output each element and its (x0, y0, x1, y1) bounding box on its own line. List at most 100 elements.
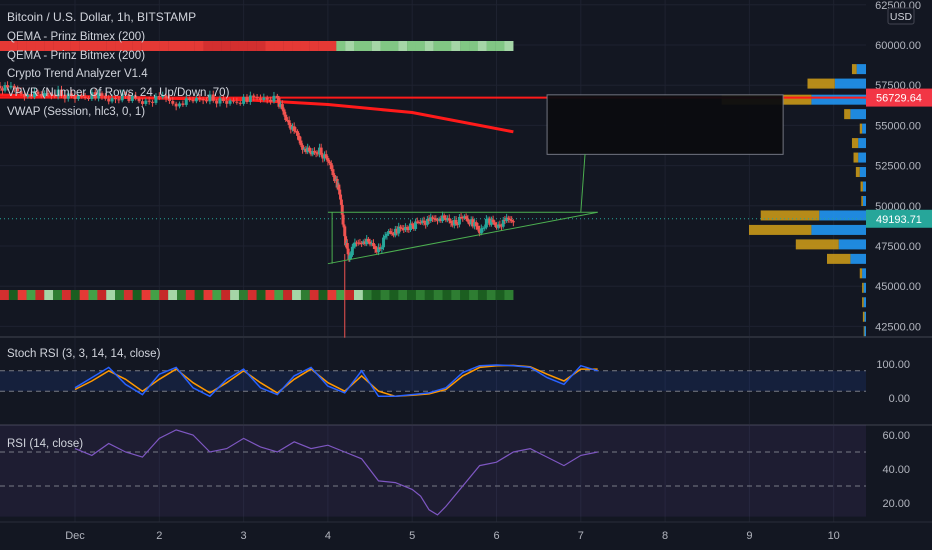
candle[interactable] (335, 179, 339, 188)
level-price-tag[interactable] (866, 88, 932, 107)
candle[interactable] (500, 225, 504, 227)
candle[interactable] (495, 225, 498, 228)
candle[interactable] (211, 94, 215, 101)
candle[interactable] (469, 219, 473, 225)
candle[interactable] (355, 242, 359, 244)
candle[interactable] (279, 104, 283, 107)
candle[interactable] (331, 169, 335, 176)
candle[interactable] (113, 98, 117, 100)
candle[interactable] (326, 157, 330, 162)
candle[interactable] (154, 96, 158, 103)
candle[interactable] (498, 224, 502, 226)
candle[interactable] (191, 99, 195, 102)
candle[interactable] (49, 94, 53, 96)
candle[interactable] (456, 223, 460, 225)
triangle-lower-line[interactable] (327, 211, 598, 265)
candle[interactable] (225, 101, 229, 104)
candle[interactable] (171, 100, 175, 104)
drawings-layer[interactable] (327, 94, 784, 265)
candle[interactable] (157, 96, 161, 98)
candle[interactable] (151, 101, 155, 103)
candle[interactable] (422, 220, 426, 223)
candle[interactable] (324, 154, 328, 158)
candle[interactable] (43, 93, 47, 97)
candle[interactable] (439, 218, 443, 221)
candle[interactable] (405, 227, 409, 229)
candle[interactable] (328, 161, 332, 164)
projection-connector[interactable] (580, 154, 586, 213)
time-axis[interactable]: Dec 2 3 4 5 6 7 8 9 10 (65, 530, 840, 542)
candle[interactable] (117, 99, 121, 101)
candle[interactable] (452, 219, 456, 226)
candle[interactable] (353, 242, 357, 247)
candle[interactable] (343, 226, 347, 237)
candle[interactable] (309, 150, 313, 155)
candle[interactable] (76, 95, 80, 99)
candle[interactable] (496, 224, 500, 228)
candle[interactable] (457, 216, 461, 225)
candle[interactable] (427, 218, 431, 221)
candle[interactable] (178, 103, 182, 107)
candle[interactable] (387, 231, 391, 235)
candle[interactable] (432, 218, 436, 220)
indicator-legend-5[interactable]: VWAP (Session, hlc3, 0, 1) (7, 106, 145, 118)
candle[interactable] (479, 228, 483, 234)
candle[interactable] (351, 246, 355, 248)
candle[interactable] (454, 219, 458, 224)
candle[interactable] (201, 99, 205, 101)
candle[interactable] (317, 147, 321, 155)
candle[interactable] (181, 103, 185, 105)
candle[interactable] (110, 98, 114, 102)
candle[interactable] (511, 221, 515, 223)
candle[interactable] (376, 247, 380, 253)
candle[interactable] (342, 224, 346, 227)
candle[interactable] (420, 220, 424, 223)
candle[interactable] (449, 220, 453, 224)
candle[interactable] (301, 145, 305, 150)
candle[interactable] (365, 238, 369, 245)
candle[interactable] (464, 216, 468, 219)
candle[interactable] (338, 189, 342, 195)
candle[interactable] (19, 91, 23, 95)
candle[interactable] (323, 154, 327, 159)
candle[interactable] (297, 135, 301, 141)
candle[interactable] (161, 95, 165, 98)
candle[interactable] (86, 97, 90, 100)
candle[interactable] (388, 231, 392, 233)
candle[interactable] (466, 218, 470, 222)
candle[interactable] (400, 227, 404, 229)
candle[interactable] (16, 88, 20, 92)
candle[interactable] (344, 236, 348, 246)
candle[interactable] (194, 97, 198, 102)
candle[interactable] (0, 85, 2, 89)
candle[interactable] (238, 102, 242, 104)
candle[interactable] (481, 227, 485, 229)
candle[interactable] (348, 255, 352, 260)
candle[interactable] (447, 218, 451, 221)
candle[interactable] (255, 96, 259, 99)
projection-box[interactable] (546, 94, 784, 155)
candle[interactable] (333, 175, 337, 182)
candle[interactable] (488, 218, 492, 225)
candle[interactable] (296, 131, 300, 136)
candle[interactable] (80, 95, 84, 97)
candle[interactable] (361, 241, 365, 244)
candle[interactable] (375, 249, 379, 253)
candle[interactable] (340, 204, 344, 215)
candle[interactable] (33, 91, 37, 98)
candle[interactable] (441, 215, 445, 221)
candle[interactable] (252, 95, 256, 97)
candle[interactable] (407, 228, 411, 231)
candle[interactable] (124, 93, 128, 95)
currency-badge[interactable] (887, 7, 915, 25)
candle[interactable] (471, 219, 475, 227)
candle[interactable] (269, 99, 273, 102)
candle[interactable] (26, 94, 30, 97)
candle[interactable] (319, 147, 323, 155)
candle[interactable] (505, 217, 509, 221)
candle[interactable] (437, 218, 441, 221)
candle[interactable] (73, 96, 77, 99)
candle[interactable] (385, 234, 389, 236)
candle[interactable] (419, 222, 423, 224)
candle[interactable] (486, 218, 490, 220)
